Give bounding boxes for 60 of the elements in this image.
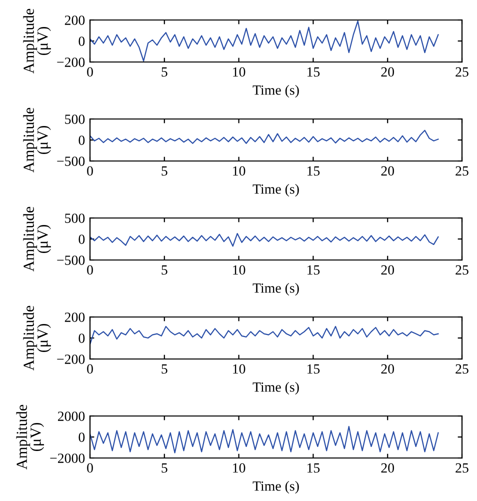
x-tick-label: 25 — [456, 364, 468, 374]
y-tick-label: −200 — [57, 354, 85, 364]
y-axis-title: Amplitude (μV) — [23, 8, 51, 74]
x-tick-label: 25 — [456, 265, 468, 275]
y-tick-label: −500 — [57, 256, 85, 265]
x-axis-title: Time (s) — [252, 283, 299, 296]
x-tick-label: 20 — [381, 463, 394, 473]
y-tick-label: 0 — [78, 234, 85, 244]
y-tick-label: 2000 — [58, 412, 85, 421]
y-tick-label: −2000 — [50, 454, 85, 463]
x-tick-label: 10 — [233, 166, 246, 176]
y-axis-title: Amplitude (μV) — [23, 306, 51, 371]
y-tick-label: 0 — [78, 432, 85, 442]
x-tick-label: 5 — [162, 364, 168, 374]
y-tick-label: −500 — [57, 156, 85, 166]
x-tick-label: 15 — [307, 463, 320, 473]
line-series — [90, 426, 439, 454]
x-tick-label: 15 — [307, 364, 320, 374]
x-tick-label: 0 — [87, 67, 93, 77]
line-series — [90, 130, 439, 144]
x-tick-label: 10 — [233, 265, 246, 275]
x-tick-label: 5 — [162, 463, 168, 473]
x-tick-label: 5 — [162, 166, 168, 176]
x-tick-label: 0 — [87, 265, 93, 275]
x-tick-label: 0 — [87, 364, 93, 374]
y-tick-label: 500 — [65, 214, 85, 223]
x-axis-title: Time (s) — [252, 85, 299, 98]
x-axis-title: Time (s) — [252, 184, 299, 197]
x-tick-label: 0 — [87, 166, 93, 176]
x-tick-label: 5 — [162, 67, 168, 77]
x-tick-label: 10 — [233, 463, 246, 473]
y-tick-label: 200 — [64, 16, 85, 25]
y-tick-label: −200 — [57, 58, 85, 67]
x-tick-label: 25 — [456, 463, 468, 473]
y-tick-label: 0 — [78, 334, 85, 343]
line-series — [90, 326, 439, 345]
x-tick-label: 25 — [456, 67, 468, 77]
x-axis-title: Time (s) — [252, 481, 299, 494]
line-series — [90, 232, 439, 247]
x-axis-title: Time (s) — [252, 382, 299, 395]
y-axis-title: Amplitude (μV) — [16, 404, 44, 470]
x-tick-label: 20 — [381, 364, 394, 374]
x-tick-label: 20 — [381, 166, 394, 176]
x-tick-label: 15 — [307, 166, 320, 176]
x-tick-label: 25 — [456, 166, 468, 176]
y-tick-label: 0 — [78, 136, 85, 145]
y-axis-title: Amplitude (μV) — [23, 206, 51, 272]
y-tick-label: 0 — [78, 36, 85, 46]
x-tick-label: 15 — [307, 265, 320, 275]
x-tick-label: 10 — [233, 67, 246, 77]
y-axis-title: Amplitude (μV) — [23, 108, 51, 173]
y-tick-label: 200 — [64, 312, 85, 322]
x-tick-label: 15 — [307, 67, 320, 77]
x-tick-label: 10 — [233, 364, 246, 374]
x-tick-label: 5 — [162, 265, 168, 275]
x-tick-label: 20 — [381, 265, 394, 275]
line-series — [90, 20, 439, 62]
x-tick-label: 0 — [87, 463, 93, 473]
y-tick-label: 500 — [65, 114, 85, 124]
x-tick-label: 20 — [381, 67, 394, 77]
